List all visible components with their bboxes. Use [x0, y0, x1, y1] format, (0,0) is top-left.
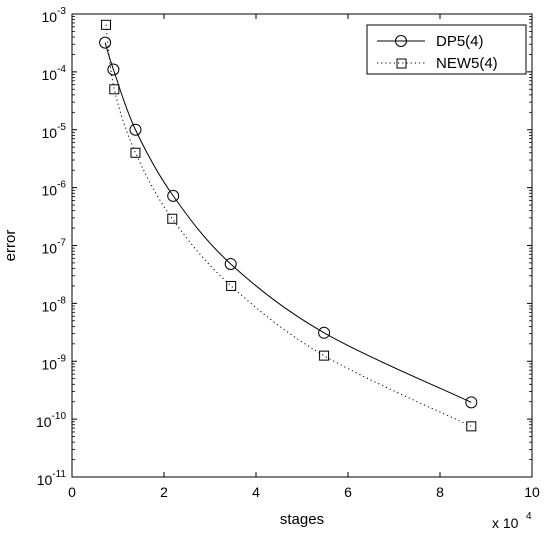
x-tick-label: 2 — [160, 484, 168, 500]
data-point-new54 — [319, 350, 330, 361]
x-multiplier-exponent: 4 — [526, 511, 532, 522]
y-tick-label: 10-5 — [42, 122, 67, 141]
x-tick-label: 4 — [252, 484, 260, 500]
y-tick-label: 10-3 — [42, 6, 67, 25]
legend: DP5(4) NEW5(4) — [366, 24, 527, 75]
data-point-new54 — [167, 213, 178, 224]
data-point-dp54 — [167, 189, 180, 202]
y-tick-label: 10-6 — [42, 180, 67, 199]
x-tick-label: 10 — [524, 484, 540, 500]
data-point-dp54 — [224, 257, 237, 270]
y-tick-label: 10-10 — [36, 411, 66, 430]
data-point-new54 — [130, 147, 141, 158]
y-tick-label: 10-9 — [42, 353, 67, 372]
tick-labels: 0 2 4 6 8 10 10-11 10-10 10-9 10-8 10-7 10-6 10-5 10-… — [36, 6, 540, 500]
legend-swatch-marker-dp54 — [395, 35, 407, 47]
x-axis-title: stages — [280, 511, 324, 528]
data-point-dp54 — [129, 123, 142, 136]
data-point-new54 — [466, 421, 477, 432]
x-multiplier-label: x 10 — [492, 515, 519, 531]
x-tick-label: 8 — [436, 484, 444, 500]
legend-swatch-marker-new54 — [396, 58, 407, 69]
y-tick-label: 10-8 — [42, 295, 67, 314]
x-multiplier: x 10 4 — [492, 511, 532, 531]
data-point-dp54 — [107, 63, 120, 76]
y-tick-label: 10-4 — [42, 64, 67, 83]
x-tick-label: 0 — [68, 484, 76, 500]
data-point-new54 — [226, 280, 237, 291]
y-tick-label: 10-7 — [42, 238, 67, 257]
legend-label-dp54: DP5(4) — [436, 33, 484, 50]
legend-label-new54: NEW5(4) — [436, 55, 498, 72]
data-point-dp54 — [318, 326, 331, 339]
data-point-dp54 — [465, 396, 478, 409]
y-axis-title: error — [2, 230, 19, 262]
axis-ticks — [71, 13, 533, 478]
series-layer — [99, 19, 478, 432]
data-point-new54 — [109, 84, 120, 95]
x-tick-label: 6 — [344, 484, 352, 500]
y-tick-label: 10-11 — [37, 469, 67, 488]
legend-box — [366, 24, 527, 75]
plot-area — [71, 13, 533, 478]
data-point-new54 — [101, 19, 112, 30]
data-point-dp54 — [99, 36, 112, 49]
